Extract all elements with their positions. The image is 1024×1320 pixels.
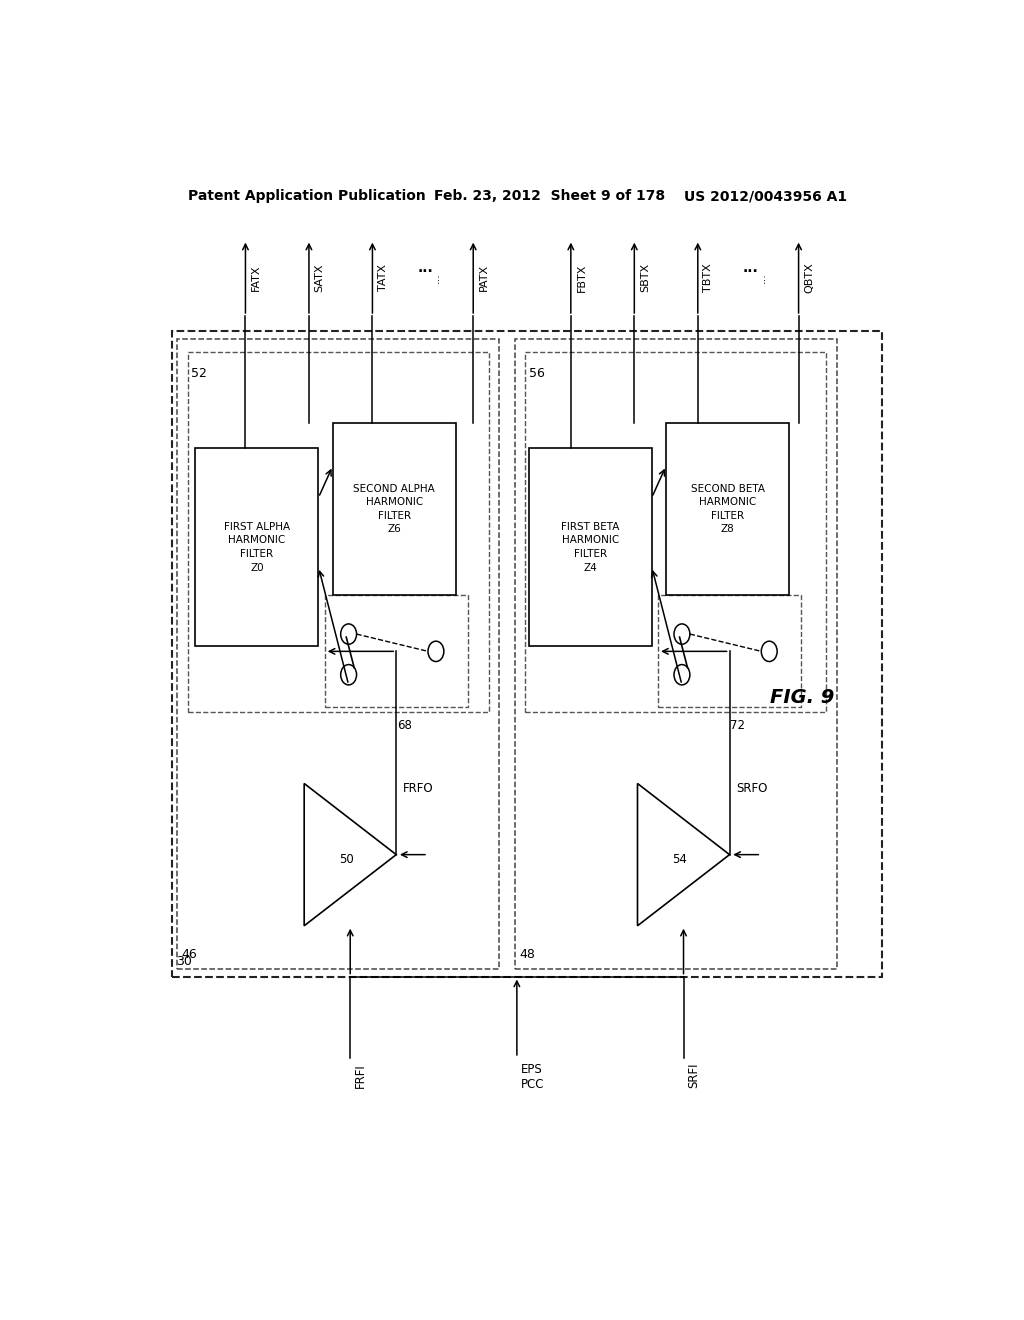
Text: ...: ...: [431, 272, 441, 284]
Text: SRFO: SRFO: [736, 781, 767, 795]
Text: 54: 54: [672, 853, 687, 866]
Bar: [187, 351, 489, 713]
Text: ...: ...: [743, 260, 759, 275]
Text: 50: 50: [339, 853, 353, 866]
Bar: [528, 447, 652, 647]
Text: FIG. 9: FIG. 9: [770, 688, 835, 706]
Text: SATX: SATX: [314, 264, 325, 292]
Text: 30: 30: [176, 956, 191, 969]
Text: US 2012/0043956 A1: US 2012/0043956 A1: [684, 189, 847, 203]
Text: TBTX: TBTX: [703, 264, 714, 292]
Text: SBTX: SBTX: [640, 263, 650, 293]
Bar: [177, 339, 499, 969]
Text: 52: 52: [191, 367, 208, 380]
Bar: [325, 595, 468, 708]
Bar: [666, 422, 790, 595]
Text: FRFO: FRFO: [402, 781, 433, 795]
Text: 46: 46: [181, 948, 197, 961]
Text: FRFI: FRFI: [354, 1063, 368, 1088]
Bar: [515, 339, 837, 969]
Text: 48: 48: [519, 948, 536, 961]
Text: SRFI: SRFI: [687, 1063, 700, 1089]
Text: SECOND ALPHA
HARMONIC
FILTER
Z6: SECOND ALPHA HARMONIC FILTER Z6: [353, 483, 435, 535]
Text: Patent Application Publication: Patent Application Publication: [187, 189, 425, 203]
Text: Feb. 23, 2012  Sheet 9 of 178: Feb. 23, 2012 Sheet 9 of 178: [433, 189, 665, 203]
Text: 68: 68: [396, 719, 412, 733]
Text: 72: 72: [730, 719, 745, 733]
Text: FBTX: FBTX: [577, 264, 587, 292]
Text: 56: 56: [528, 367, 545, 380]
Text: QBTX: QBTX: [804, 263, 814, 293]
Text: TATX: TATX: [378, 264, 388, 292]
Text: SECOND BETA
HARMONIC
FILTER
Z8: SECOND BETA HARMONIC FILTER Z8: [690, 483, 765, 535]
Text: ...: ...: [757, 272, 767, 284]
Bar: [172, 331, 882, 977]
Text: FATX: FATX: [251, 264, 261, 292]
Text: FIRST ALPHA
HARMONIC
FILTER
Z0: FIRST ALPHA HARMONIC FILTER Z0: [224, 521, 290, 573]
Bar: [196, 447, 318, 647]
Text: ...: ...: [418, 260, 433, 275]
Text: FIRST BETA
HARMONIC
FILTER
Z4: FIRST BETA HARMONIC FILTER Z4: [561, 521, 620, 573]
Bar: [524, 351, 826, 713]
Text: PCC: PCC: [521, 1078, 545, 1092]
Text: EPS: EPS: [521, 1063, 543, 1076]
Bar: [658, 595, 801, 708]
Text: PATX: PATX: [479, 264, 488, 292]
Bar: [333, 422, 456, 595]
